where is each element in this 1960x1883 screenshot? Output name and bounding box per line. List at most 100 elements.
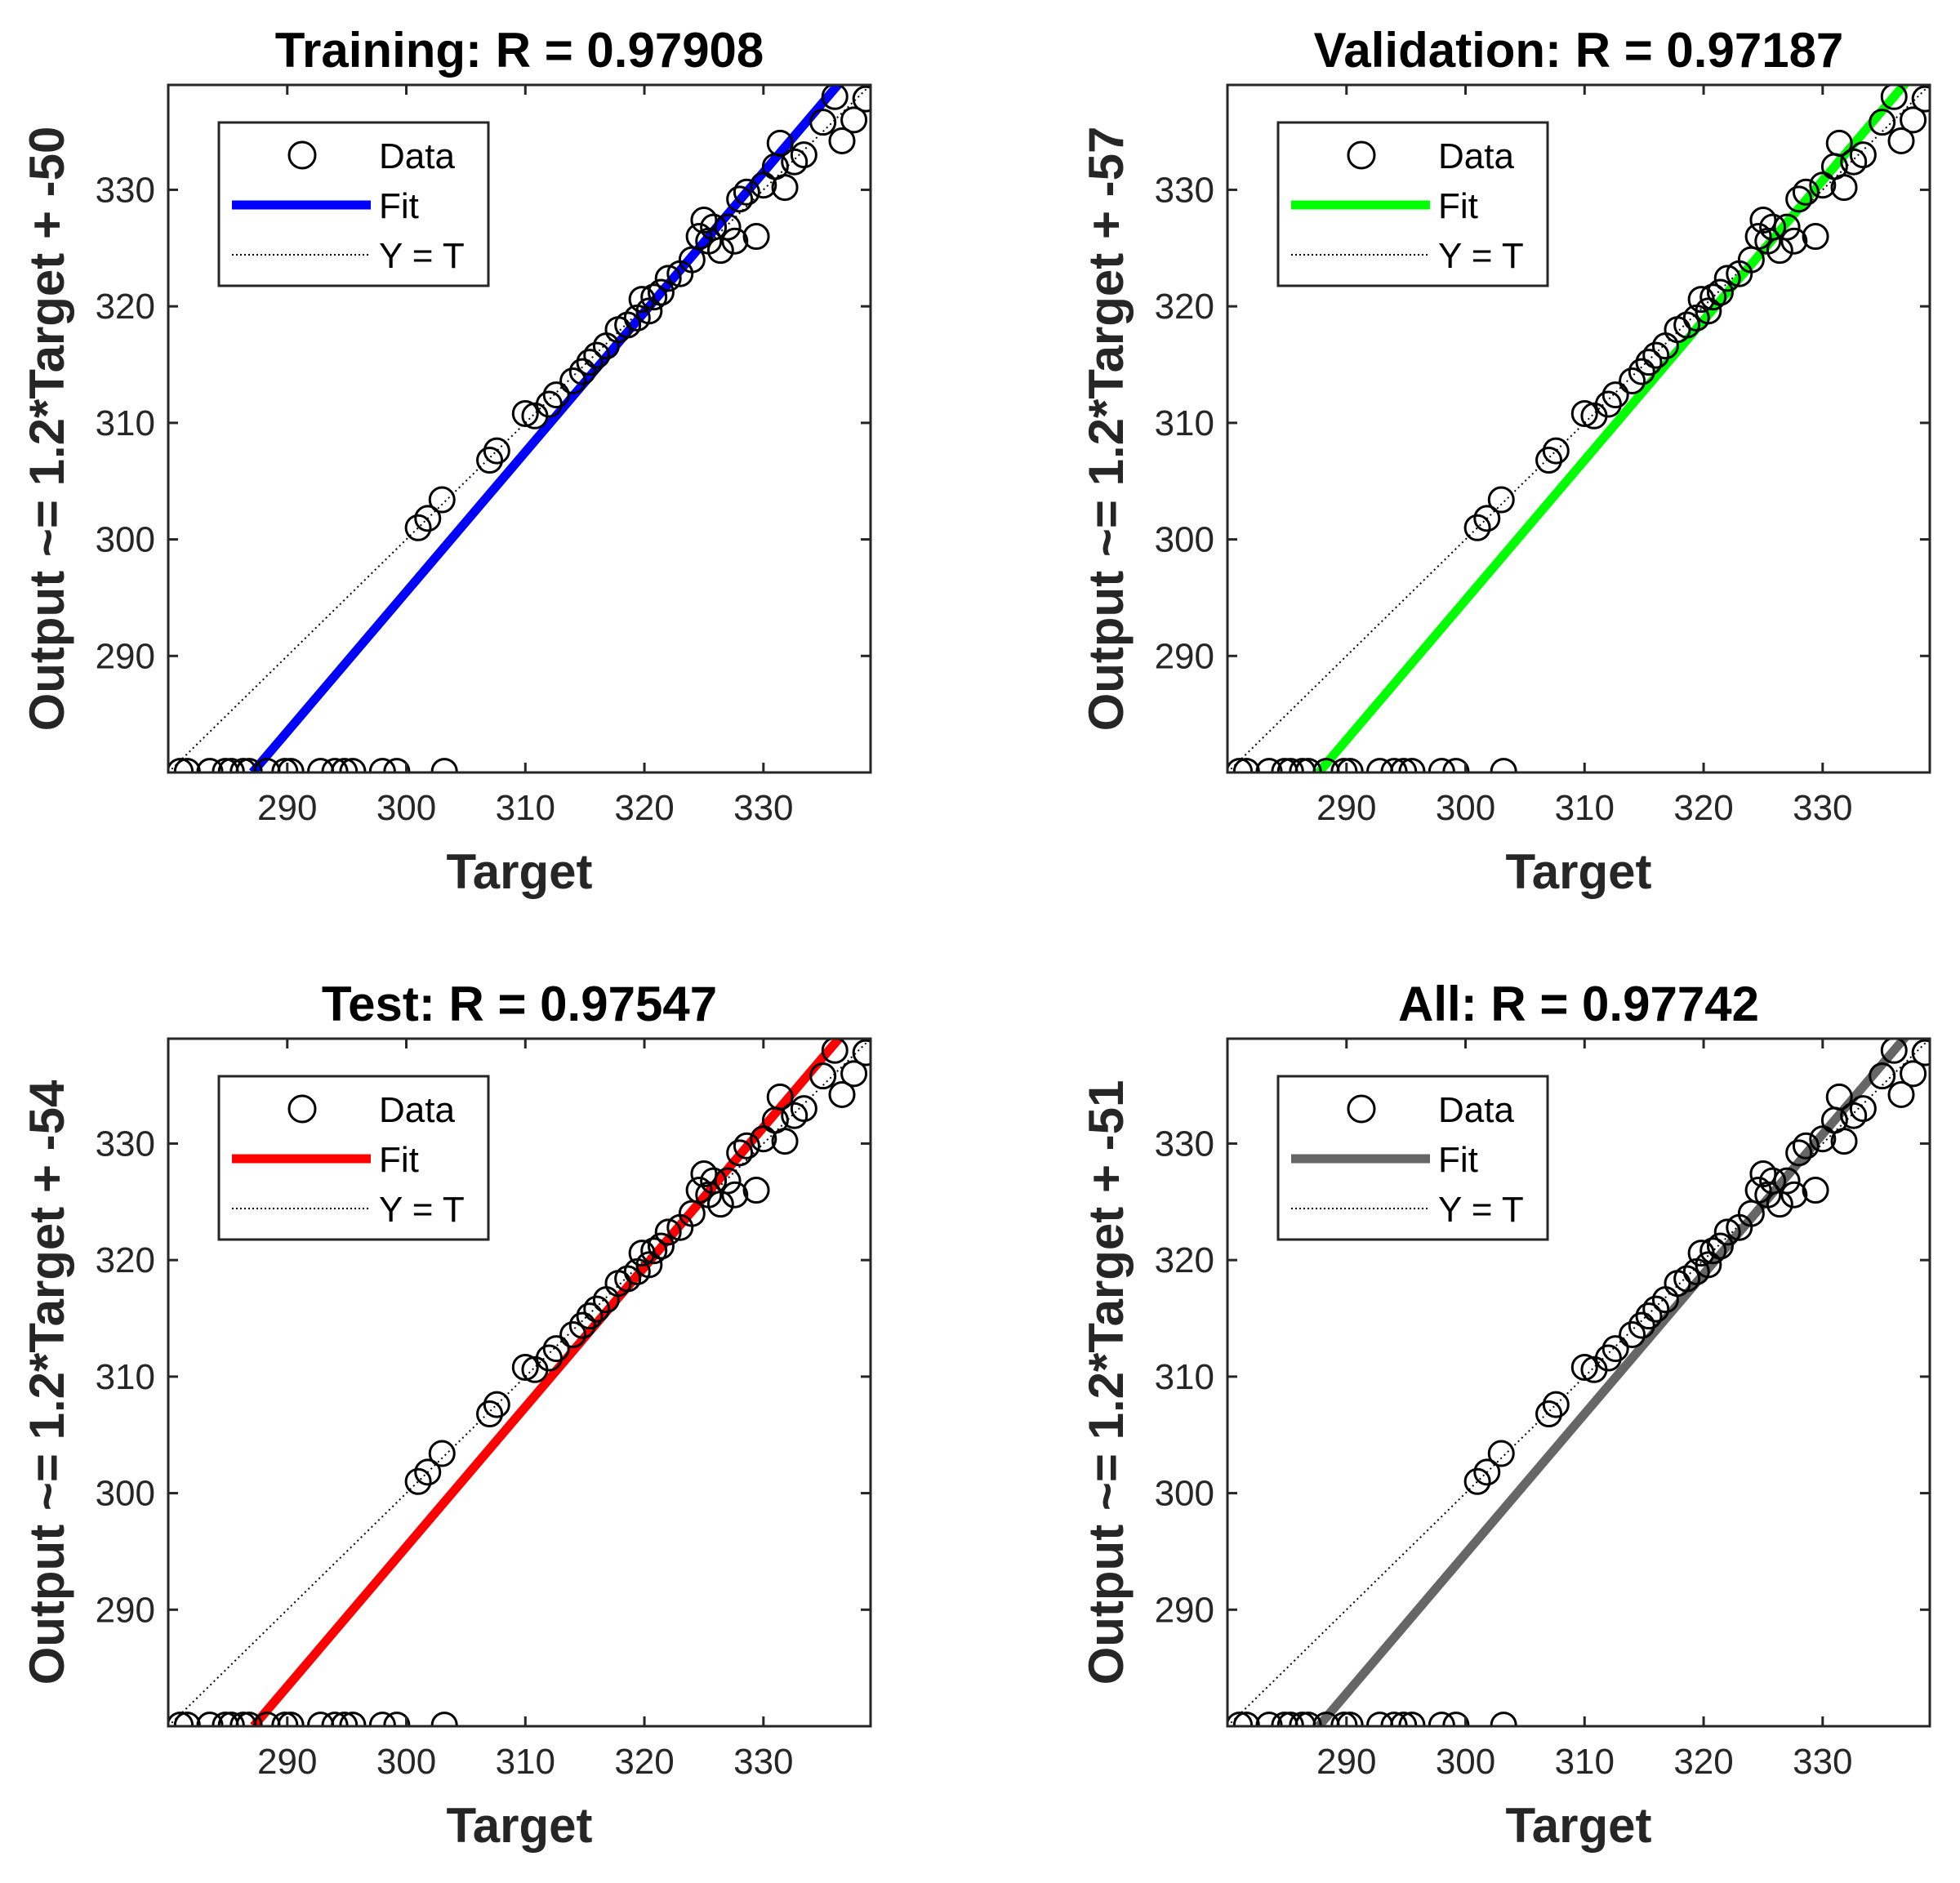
- x-tick-label: 310: [496, 1742, 555, 1782]
- legend-identity-label: Y = T: [1438, 1190, 1524, 1230]
- data-point: [1830, 174, 1858, 202]
- data-point: [1849, 141, 1877, 169]
- x-tick-label: 330: [733, 788, 793, 828]
- data-point: [1825, 1083, 1853, 1111]
- data-point: [721, 227, 749, 255]
- data-point: [1792, 1132, 1820, 1160]
- y-tick-label: 290: [96, 1590, 155, 1630]
- data-point: [721, 1181, 749, 1209]
- data-point: [1673, 311, 1701, 339]
- data-point: [1487, 486, 1515, 514]
- data-point: [483, 437, 510, 465]
- data-point: [852, 1039, 871, 1066]
- y-tick-label: 290: [1155, 636, 1214, 676]
- y-tick-label: 300: [96, 520, 155, 560]
- data-point: [1849, 1095, 1877, 1123]
- data-point: [1570, 1353, 1598, 1381]
- data-point: [1570, 399, 1598, 427]
- legend-data-marker: [287, 1094, 317, 1124]
- data-point: [1642, 1295, 1670, 1323]
- y-tick-label: 320: [96, 1240, 155, 1280]
- data-point: [568, 358, 596, 385]
- data-point: [640, 283, 668, 311]
- data-point: [1673, 1265, 1701, 1293]
- data-point: [821, 1039, 849, 1064]
- data-point: [1535, 447, 1563, 474]
- legend-data-marker: [1347, 1094, 1376, 1124]
- legend-data-label: Data: [379, 136, 455, 176]
- data-point: [1900, 106, 1927, 134]
- data-point: [635, 297, 663, 325]
- data-point: [1785, 185, 1813, 213]
- data-point: [1780, 227, 1808, 255]
- x-tick-label: 310: [1555, 788, 1615, 828]
- data-point: [654, 1218, 682, 1246]
- data-point: [614, 311, 642, 339]
- x-tick-label: 320: [1673, 788, 1733, 828]
- data-point: [852, 85, 871, 113]
- axes-box: [1226, 83, 1931, 774]
- axes-box: [1226, 1037, 1931, 1728]
- legend-identity-label: Y = T: [379, 1190, 465, 1230]
- data-point: [840, 1060, 868, 1088]
- data-point: [1594, 1344, 1622, 1372]
- data-point: [1699, 283, 1727, 311]
- data-point: [750, 1125, 777, 1153]
- legend-fit-label: Fit: [379, 186, 419, 226]
- data-point: [483, 1391, 510, 1418]
- y-tick-label: 300: [1155, 1474, 1214, 1514]
- data-point: [714, 213, 742, 241]
- identity-line: [1227, 1039, 1930, 1726]
- x-tick-label: 300: [376, 1742, 436, 1782]
- data-point: [476, 1400, 504, 1428]
- data-point: [714, 1167, 742, 1195]
- data-point: [1628, 1311, 1655, 1339]
- data-point: [476, 447, 504, 474]
- identity-line: [168, 1039, 871, 1726]
- data-point: [1473, 505, 1501, 532]
- data-point: [1542, 1391, 1570, 1418]
- data-point: [1825, 129, 1853, 157]
- data-point: [781, 1102, 808, 1129]
- data-point: [654, 265, 682, 292]
- data-point: [1809, 171, 1837, 199]
- y-tick-label: 300: [96, 1474, 155, 1514]
- x-tick-label: 330: [1793, 788, 1852, 828]
- data-point: [790, 141, 817, 169]
- panel-title: All: R = 0.97742: [1398, 977, 1759, 1031]
- data-point: [1840, 148, 1868, 176]
- data-point: [1802, 1177, 1829, 1204]
- y-axis-label: Output ~= 1.2*Target + -50: [20, 127, 74, 732]
- data-point: [1911, 85, 1930, 113]
- legend: Data Fit Y = T: [217, 121, 490, 287]
- data-point: [511, 399, 539, 427]
- data-point: [690, 207, 718, 234]
- data-point: [1802, 223, 1829, 251]
- y-tick-label: 310: [1155, 403, 1214, 443]
- legend-fit-label: Fit: [379, 1140, 419, 1180]
- panel-title: Validation: R = 0.97187: [1314, 23, 1844, 78]
- x-axis-label: Target: [1506, 844, 1652, 899]
- axes-box: [167, 83, 872, 774]
- data-point: [535, 390, 563, 418]
- data-point: [1869, 109, 1896, 136]
- y-tick-label: 330: [1155, 1124, 1214, 1164]
- data-point: [1713, 265, 1741, 292]
- panel-all: All: R = 0.97742 290 300 310 320 330 290 300 310…: [1079, 977, 1931, 1853]
- data-point: [1628, 358, 1655, 385]
- data-point: [1594, 390, 1622, 418]
- data-point: [1773, 1167, 1801, 1195]
- data-point: [640, 1237, 668, 1265]
- data-point: [766, 1083, 794, 1111]
- y-tick-label: 320: [1155, 1240, 1214, 1280]
- x-tick-label: 330: [733, 1742, 793, 1782]
- data-point: [576, 1302, 604, 1330]
- data-point: [1695, 297, 1722, 325]
- data-point: [726, 1139, 754, 1167]
- data-point: [568, 1311, 596, 1339]
- y-tick-label: 310: [1155, 1357, 1214, 1397]
- legend: Data Fit Y = T: [1276, 121, 1549, 287]
- legend-data-marker: [1347, 140, 1376, 170]
- data-point: [1749, 207, 1777, 234]
- x-tick-label: 290: [257, 1742, 317, 1782]
